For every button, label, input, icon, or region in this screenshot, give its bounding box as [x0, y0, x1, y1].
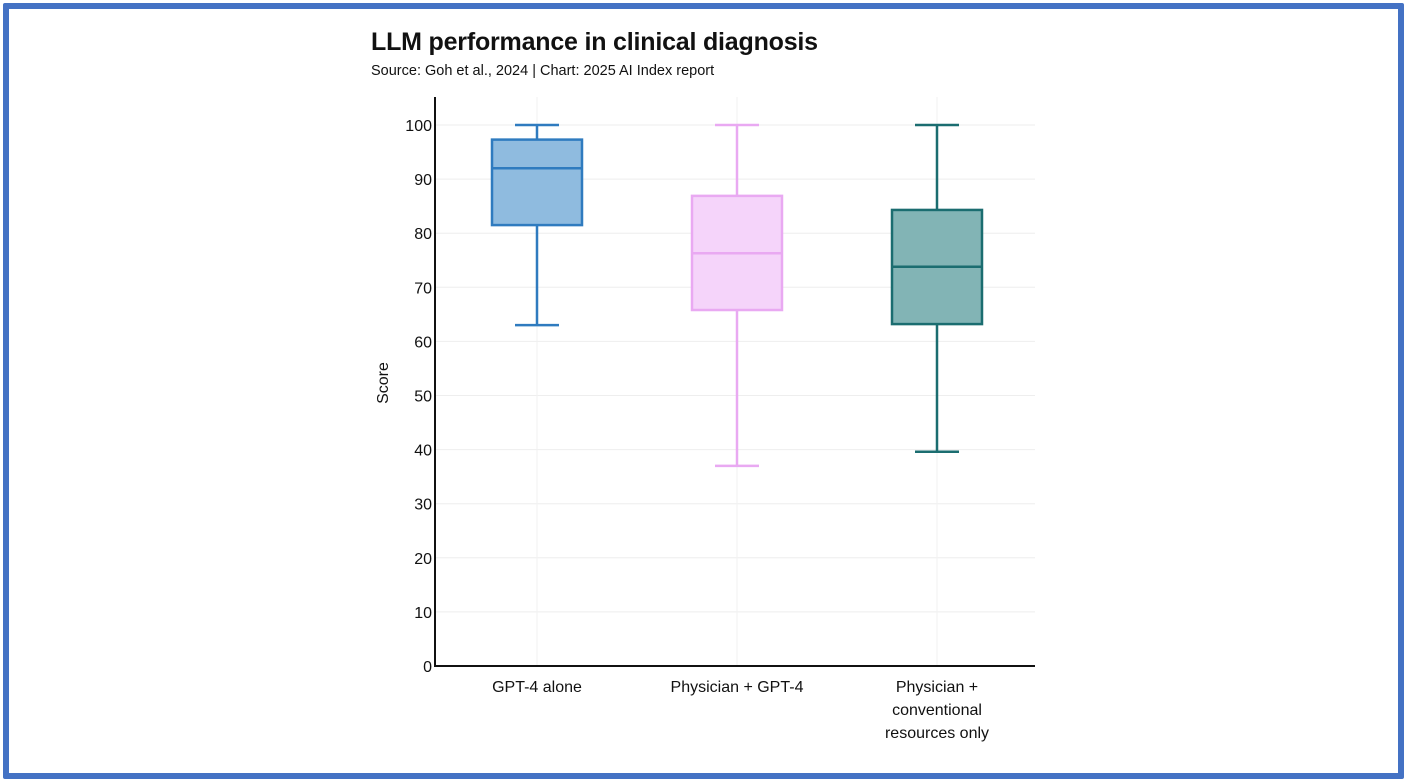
iqr-box	[490, 138, 584, 227]
x-category-line: GPT-4 alone	[492, 679, 582, 696]
y-tick-label: 80	[414, 226, 432, 243]
x-category-label: Physician + GPT-4	[671, 679, 804, 696]
y-tick-label: 30	[414, 497, 432, 514]
chart-frame	[3, 3, 1404, 779]
y-tick-label: 40	[414, 443, 432, 460]
chart-title: LLM performance in clinical diagnosis	[371, 28, 818, 56]
box-0	[490, 123, 584, 327]
y-tick-label: 50	[414, 389, 432, 406]
box-2	[890, 123, 984, 454]
box-1	[690, 123, 784, 468]
y-tick-label: 100	[405, 118, 432, 135]
boxes	[490, 123, 984, 468]
x-axis-categories: GPT-4 alone Physician + GPT-4 Physician + c…	[492, 679, 989, 742]
y-tick-label: 20	[414, 551, 432, 568]
y-tick-label: 10	[414, 605, 432, 622]
x-category-label: Physician + conventional resources only	[885, 679, 989, 742]
x-category-line: Physician +	[896, 679, 978, 696]
y-tick-label: 70	[414, 280, 432, 297]
y-axis-ticks: 0 10 20 30 40 50 60 70 80 90 100	[405, 118, 432, 676]
y-tick-label: 60	[414, 334, 432, 351]
chart-subtitle: Source: Goh et al., 2024 | Chart: 2025 A…	[371, 63, 715, 79]
x-category-line: resources only	[885, 725, 989, 742]
x-category-line: conventional	[892, 702, 982, 719]
y-tick-label: 0	[423, 659, 432, 676]
x-category-line: Physician + GPT-4	[671, 679, 804, 696]
y-tick-label: 90	[414, 172, 432, 189]
y-axis-label: Score	[375, 362, 392, 404]
x-category-label: GPT-4 alone	[492, 679, 582, 696]
